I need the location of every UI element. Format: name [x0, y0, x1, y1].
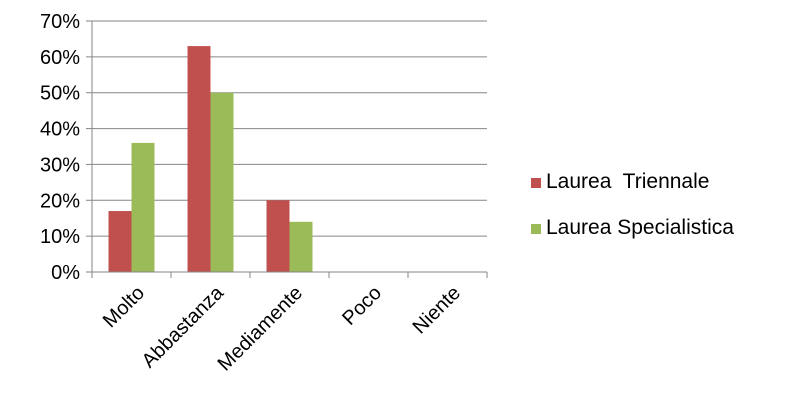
y-tick-label: 60% — [40, 47, 80, 69]
legend-swatch — [531, 224, 541, 234]
legend: Laurea Triennale Laurea Specialistica — [531, 170, 734, 239]
y-tick-label: 40% — [40, 119, 80, 141]
bar-laurea-specialistica-molto — [131, 142, 155, 272]
x-category-label: Molto — [99, 282, 149, 332]
y-tick-label: 0% — [51, 262, 80, 284]
bar-laurea-specialistica-mediamente — [289, 221, 313, 272]
legend-label: Laurea Specialistica — [546, 216, 734, 239]
gridlines — [92, 20, 487, 237]
legend-swatch — [531, 178, 541, 188]
x-category-label: Niente — [409, 282, 465, 338]
bar-laurea-triennale-abbastanza — [187, 46, 211, 272]
y-tick-label: 50% — [40, 83, 80, 105]
x-category-label: Poco — [338, 282, 386, 330]
y-tick-label: 70% — [40, 11, 80, 33]
bar-laurea-specialistica-abbastanza — [210, 92, 234, 272]
bar-laurea-triennale-molto — [108, 211, 132, 272]
bars — [108, 46, 313, 272]
y-tick-label: 30% — [40, 154, 80, 176]
bar-laurea-triennale-mediamente — [266, 200, 290, 272]
legend-label: Laurea Triennale — [546, 170, 709, 193]
y-tick-label: 20% — [40, 190, 80, 212]
x-axis-ticks — [91, 272, 488, 278]
x-category-label: Mediamente — [214, 282, 307, 375]
y-axis-tick-labels: 0% 10% 20% 30% 40% 50% 60% 70% — [40, 11, 92, 284]
y-tick-label: 10% — [40, 226, 80, 248]
